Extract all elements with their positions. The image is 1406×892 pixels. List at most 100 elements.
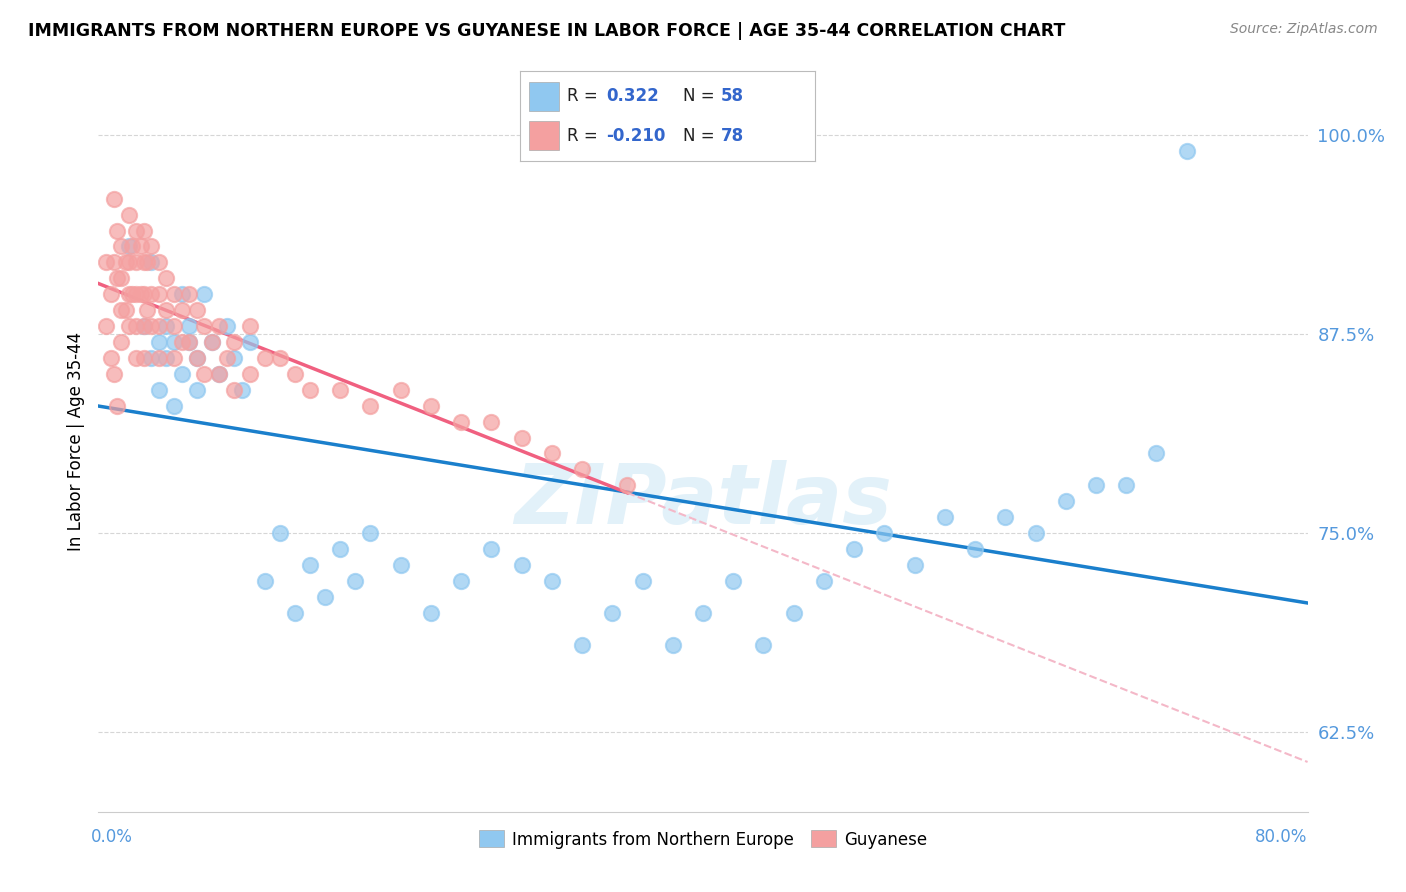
Point bbox=[94, 255, 117, 269]
Point bbox=[105, 399, 128, 413]
Point bbox=[193, 367, 215, 381]
Point bbox=[934, 510, 956, 524]
Point bbox=[118, 287, 141, 301]
Text: 0.0%: 0.0% bbox=[91, 828, 132, 846]
Point bbox=[103, 255, 125, 269]
Point bbox=[170, 367, 193, 381]
Point bbox=[873, 526, 896, 541]
Point bbox=[420, 606, 443, 620]
Point bbox=[114, 255, 136, 269]
Point bbox=[135, 303, 157, 318]
Legend: Immigrants from Northern Europe, Guyanese: Immigrants from Northern Europe, Guyanes… bbox=[472, 823, 934, 855]
Point bbox=[389, 558, 412, 572]
Point bbox=[201, 334, 224, 349]
Point bbox=[571, 462, 593, 476]
Point bbox=[179, 334, 201, 349]
Point bbox=[389, 383, 412, 397]
Point bbox=[253, 351, 276, 365]
Text: 58: 58 bbox=[721, 87, 744, 105]
Point bbox=[631, 574, 654, 588]
Point bbox=[510, 558, 533, 572]
Point bbox=[201, 334, 224, 349]
Point bbox=[752, 638, 775, 652]
Text: 78: 78 bbox=[721, 127, 744, 145]
Point bbox=[155, 319, 177, 334]
Point bbox=[510, 431, 533, 445]
Point bbox=[163, 334, 186, 349]
Point bbox=[224, 351, 246, 365]
Point bbox=[186, 351, 208, 365]
Point bbox=[125, 255, 148, 269]
Point bbox=[125, 223, 148, 237]
Point bbox=[186, 383, 208, 397]
Point bbox=[118, 208, 141, 222]
Point bbox=[132, 287, 155, 301]
Point bbox=[299, 383, 322, 397]
Point bbox=[125, 319, 148, 334]
Point bbox=[163, 319, 186, 334]
Text: Source: ZipAtlas.com: Source: ZipAtlas.com bbox=[1230, 22, 1378, 37]
Point bbox=[163, 351, 186, 365]
Text: R =: R = bbox=[568, 127, 603, 145]
Point bbox=[132, 319, 155, 334]
Point bbox=[904, 558, 927, 572]
Point bbox=[132, 351, 155, 365]
Point bbox=[239, 334, 262, 349]
Point bbox=[540, 446, 562, 460]
Point bbox=[208, 367, 231, 381]
Text: ZIPatlas: ZIPatlas bbox=[515, 460, 891, 541]
Point bbox=[94, 319, 117, 334]
Point bbox=[186, 351, 208, 365]
Point bbox=[132, 255, 155, 269]
Point bbox=[103, 367, 125, 381]
Point bbox=[540, 574, 562, 588]
Point bbox=[481, 541, 503, 556]
Point bbox=[1054, 494, 1077, 508]
Point bbox=[100, 287, 122, 301]
Point bbox=[125, 287, 148, 301]
Point bbox=[186, 303, 208, 318]
Point bbox=[100, 351, 122, 365]
Point bbox=[135, 255, 157, 269]
Point bbox=[110, 239, 132, 253]
Point bbox=[314, 590, 336, 604]
Point bbox=[602, 606, 624, 620]
Point bbox=[284, 606, 307, 620]
Point bbox=[114, 303, 136, 318]
Point bbox=[129, 287, 152, 301]
Point bbox=[148, 255, 170, 269]
Point bbox=[170, 334, 193, 349]
Point bbox=[141, 239, 163, 253]
Point bbox=[155, 303, 177, 318]
Point bbox=[269, 351, 291, 365]
Point bbox=[105, 223, 128, 237]
Point bbox=[481, 415, 503, 429]
Point bbox=[215, 351, 238, 365]
Point bbox=[360, 399, 382, 413]
Point bbox=[783, 606, 806, 620]
Point bbox=[692, 606, 714, 620]
Point bbox=[110, 303, 132, 318]
Point bbox=[360, 526, 382, 541]
Point bbox=[118, 319, 141, 334]
Point bbox=[661, 638, 683, 652]
Point bbox=[110, 334, 132, 349]
Point bbox=[1024, 526, 1046, 541]
Point bbox=[132, 223, 155, 237]
Point bbox=[121, 239, 143, 253]
Point bbox=[844, 541, 866, 556]
Point bbox=[129, 239, 152, 253]
Point bbox=[1085, 478, 1108, 492]
Point bbox=[193, 287, 215, 301]
Point bbox=[121, 287, 143, 301]
Point bbox=[193, 319, 215, 334]
Point bbox=[118, 255, 141, 269]
Point bbox=[813, 574, 835, 588]
Point bbox=[239, 367, 262, 381]
Point bbox=[148, 383, 170, 397]
Point bbox=[179, 334, 201, 349]
Point bbox=[231, 383, 253, 397]
Point bbox=[299, 558, 322, 572]
Text: 0.322: 0.322 bbox=[606, 87, 658, 105]
Text: R =: R = bbox=[568, 87, 603, 105]
